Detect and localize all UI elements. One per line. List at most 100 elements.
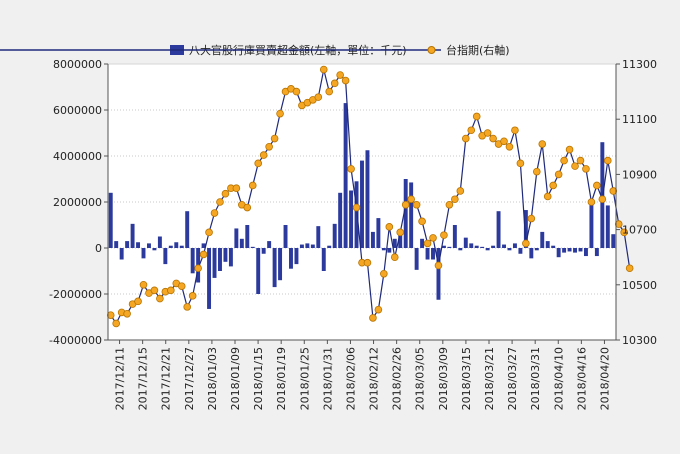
left-tick-label: 0 [95, 242, 102, 255]
legend-line-marker [427, 46, 436, 54]
bar [289, 248, 293, 269]
line-path [110, 69, 631, 325]
x-tick-label: 2018/02/12 [368, 347, 381, 410]
bar [545, 241, 550, 248]
x-tick-label: 2018/04/20 [599, 347, 612, 410]
line-point [167, 286, 175, 295]
bar [278, 248, 283, 281]
bar [589, 203, 594, 248]
bar [611, 234, 616, 248]
line-point [593, 181, 601, 190]
line-point [319, 65, 328, 74]
line-point [221, 189, 230, 198]
line-point [248, 181, 257, 190]
bar [349, 190, 354, 248]
line-point [199, 250, 208, 259]
line-point [434, 261, 443, 270]
bar [157, 236, 162, 248]
bar [343, 103, 348, 248]
bar [562, 248, 567, 253]
right-tick-label: 10500 [622, 279, 657, 292]
bar [316, 226, 321, 248]
bar [250, 246, 255, 248]
bar [310, 244, 315, 248]
line-point [554, 170, 563, 179]
line-point [134, 297, 142, 306]
bar [201, 243, 206, 248]
bar [556, 248, 561, 258]
line-point [380, 269, 388, 278]
line-point [374, 305, 383, 314]
bar [168, 245, 173, 248]
line-point [412, 200, 421, 209]
bar [321, 248, 326, 271]
bar [130, 223, 135, 248]
bar [403, 179, 408, 248]
line-point [194, 264, 202, 273]
x-tick-label: 2018/02/06 [345, 347, 358, 410]
bar [474, 245, 479, 248]
line-point [205, 228, 213, 237]
bar [218, 248, 222, 271]
bar [463, 237, 468, 248]
bar [523, 210, 528, 248]
line-point [210, 209, 219, 217]
left-tick-label: 4000000 [53, 150, 102, 163]
bar [141, 248, 146, 259]
line-point [609, 187, 618, 195]
line-point [390, 253, 399, 262]
line-point [401, 200, 410, 209]
left-tick-label: -4000000 [49, 334, 102, 347]
bar [578, 248, 583, 252]
bar [256, 248, 261, 294]
line-point [511, 126, 519, 135]
line-point [347, 165, 355, 173]
bar [125, 241, 130, 248]
x-tick-label: 2018/03/05 [414, 347, 427, 410]
left-axis: 8000000 6000000 4000000 2000000 0 -2000000 -40… [49, 58, 109, 347]
bar [119, 248, 124, 260]
right-tick-label: 11300 [622, 58, 657, 71]
bar [152, 248, 157, 251]
bar [261, 248, 266, 254]
line-point [156, 294, 164, 303]
bar [179, 245, 184, 248]
x-tick-label: 2017/12/11 [114, 347, 127, 410]
bar [436, 248, 441, 300]
bar [228, 248, 233, 267]
line-point [183, 303, 192, 311]
bar [114, 241, 119, 248]
line-point [418, 217, 426, 226]
line-point [625, 264, 634, 273]
line-point [292, 87, 301, 96]
bar [540, 231, 545, 248]
line-point [565, 145, 574, 154]
bar [452, 225, 457, 248]
x-tick-label: 2018/03/27 [506, 347, 519, 410]
bar [485, 248, 490, 251]
bar [376, 218, 381, 248]
bar [212, 248, 217, 278]
line-point [314, 93, 323, 101]
left-tick-label: 8000000 [53, 58, 102, 71]
line-point [243, 203, 252, 212]
line-point [522, 239, 530, 248]
line-point [549, 181, 557, 190]
bar [223, 248, 228, 262]
bar [272, 248, 277, 288]
bar [605, 205, 610, 248]
line-point [216, 198, 224, 206]
bar [518, 248, 523, 254]
line-point [576, 156, 585, 165]
x-tick-label: 2018/04/10 [552, 347, 565, 410]
x-tick-label: 2018/04/16 [575, 347, 588, 410]
line-point [527, 214, 536, 223]
right-tick-label: 10300 [622, 334, 657, 347]
x-tick-label: 2018/03/15 [460, 347, 473, 410]
bar [480, 246, 485, 248]
x-tick-label: 2017/12/27 [183, 347, 196, 410]
line-point [429, 234, 437, 242]
x-tick-label: 2017/12/15 [137, 347, 150, 410]
line-point [598, 195, 607, 204]
